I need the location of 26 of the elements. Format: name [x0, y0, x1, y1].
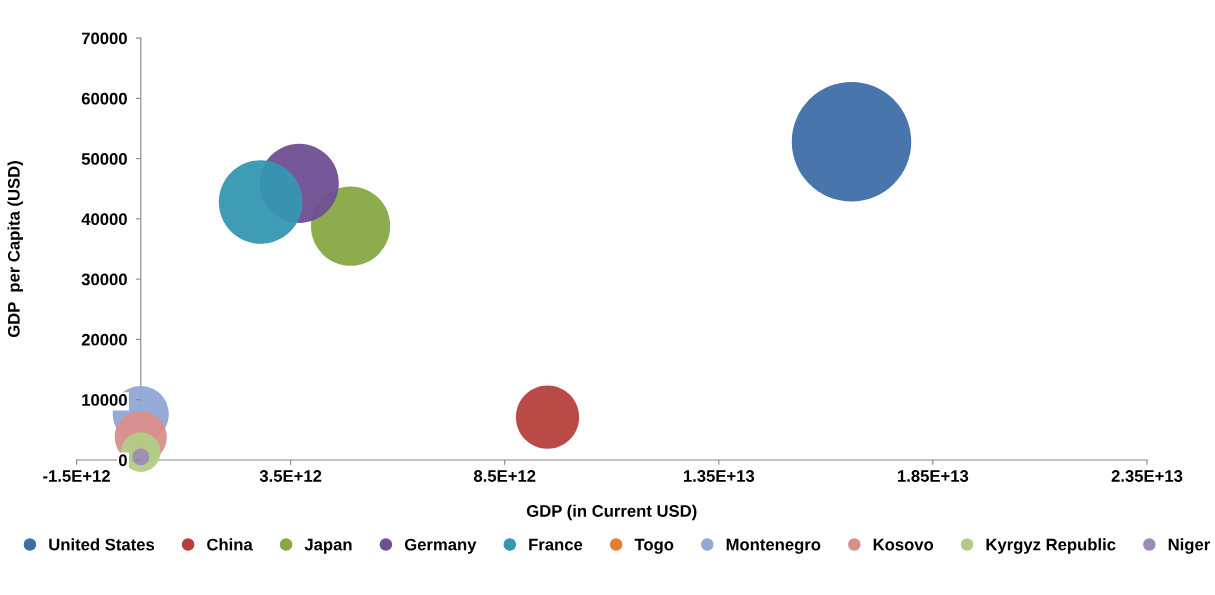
- legend-label: Kyrgyz Republic: [986, 538, 1116, 554]
- y-tick-label: 40000: [81, 213, 127, 226]
- legend-label: Germany: [404, 538, 477, 554]
- y-tick-label: 10000: [82, 394, 127, 406]
- legend-label: Kosovo: [873, 538, 934, 551]
- legend-label: Togo: [634, 538, 674, 554]
- x-tick-label: 8.5E+12: [473, 470, 536, 482]
- legend-label: Montenegro: [726, 538, 821, 554]
- y-tick-label: 30000: [81, 273, 127, 286]
- x-tick-label: 1.35E+13: [683, 470, 755, 482]
- y-axis-title: GDP per Capita (USD): [7, 161, 24, 338]
- legend-label: United States: [49, 538, 155, 551]
- y-tick-label: 50000: [81, 153, 127, 165]
- legend-label: China: [207, 538, 253, 551]
- y-tick-label: 70000: [81, 32, 127, 45]
- x-tick-label: 2.35E+13: [1111, 470, 1183, 482]
- y-tick-label: 60000: [81, 92, 127, 105]
- x-tick-label: -1.5E+12: [43, 470, 110, 482]
- legend-label: Japan: [304, 538, 352, 554]
- y-tick-label: 20000: [81, 333, 127, 346]
- x-axis-title: GDP (in Current USD): [526, 504, 697, 521]
- legend-label: France: [529, 538, 583, 551]
- x-tick-label: 3.5E+12: [259, 470, 322, 482]
- x-tick-label: 1.85E+13: [898, 470, 969, 482]
- y-tick-label: 0: [118, 454, 127, 467]
- legend-label: Niger: [1168, 538, 1210, 554]
